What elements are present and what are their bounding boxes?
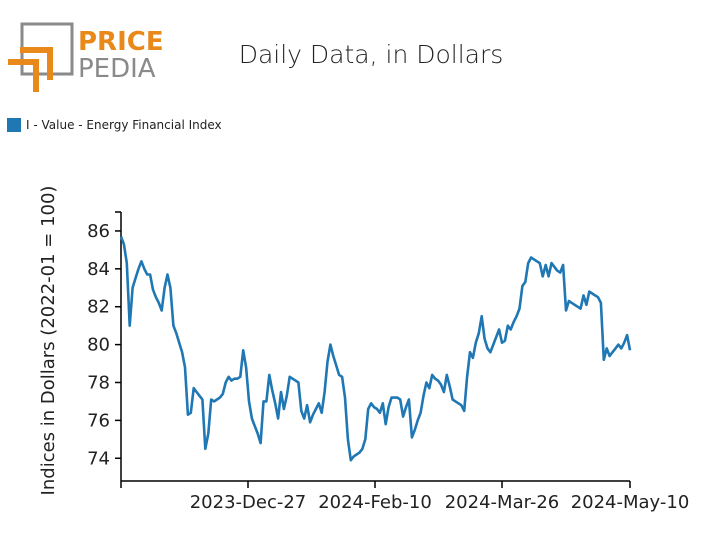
y-tick-label: 84: [87, 259, 110, 280]
legend[interactable]: I - Value - Energy Financial Index: [7, 118, 222, 132]
y-tick-label: 86: [87, 221, 110, 242]
pricepedia-logo: PRICE PEDIA: [8, 22, 164, 92]
chart-title: Daily Data, in Dollars: [238, 40, 504, 69]
logo-orange-bracket-2: [20, 47, 53, 80]
x-tick-label: 2024-Mar-26: [445, 492, 560, 513]
series-layer: [119, 236, 632, 462]
legend-label: I - Value - Energy Financial Index: [26, 118, 222, 132]
logo-text-price: PRICE: [78, 27, 164, 57]
legend-swatch: [7, 118, 21, 132]
y-tick-label: 78: [87, 372, 110, 393]
axes: 74 76 78 80 82 84 86 2023-Dec-27 2024-Feb-10 2024…: [38, 186, 689, 513]
y-tick-label: 74: [87, 448, 110, 469]
y-tick-label: 80: [87, 335, 110, 356]
x-tick-label: 2023-Dec-27: [190, 492, 307, 513]
y-tick-label: 82: [87, 297, 110, 318]
y-axis-title: Indices in Dollars (2022-01 = 100): [38, 186, 59, 496]
x-tick-label: 2024-May-10: [571, 492, 690, 513]
logo-orange-bracket-1: [8, 59, 39, 92]
logo-text-pedia: PEDIA: [78, 54, 156, 84]
series-line: [119, 236, 632, 462]
x-tick-label: 2024-Feb-10: [318, 492, 432, 513]
logo-mark: [8, 22, 74, 92]
y-tick-label: 76: [87, 410, 110, 431]
